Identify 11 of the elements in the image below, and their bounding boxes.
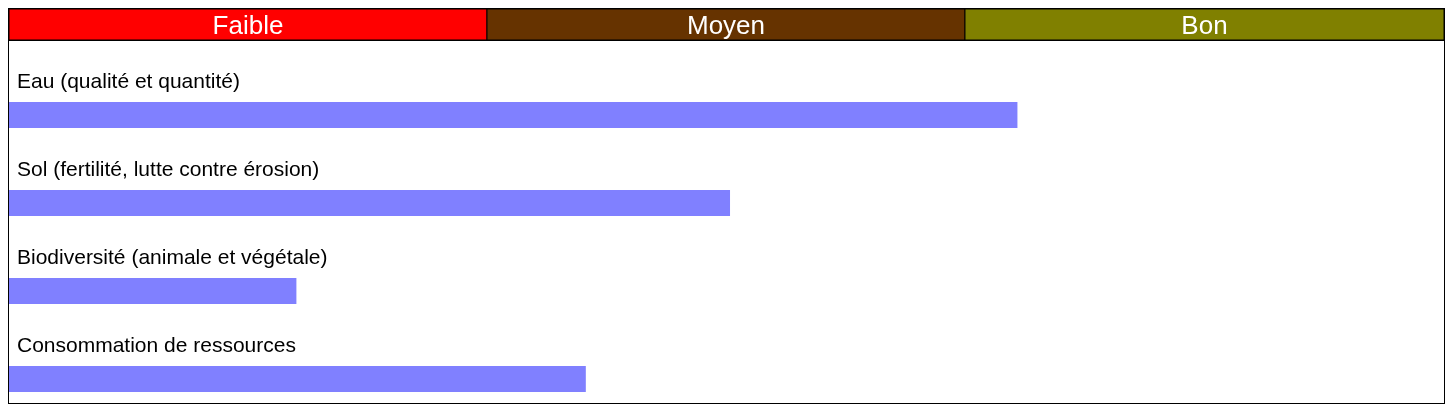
y-tick-label: Consommation de ressources — [17, 333, 296, 356]
band-label: Bon — [1181, 9, 1228, 40]
bar — [9, 366, 586, 392]
band-label: Faible — [212, 9, 284, 40]
band-label: Moyen — [686, 9, 766, 40]
bar — [9, 190, 731, 216]
bar — [9, 278, 297, 304]
y-tick-label: Biodiversité (animale et végétale) — [17, 245, 328, 268]
bar — [9, 102, 1018, 128]
y-tick-label: Sol (fertilité, lutte contre érosion) — [17, 157, 320, 180]
y-tick-label: Eau (qualité et quantité) — [17, 69, 240, 92]
